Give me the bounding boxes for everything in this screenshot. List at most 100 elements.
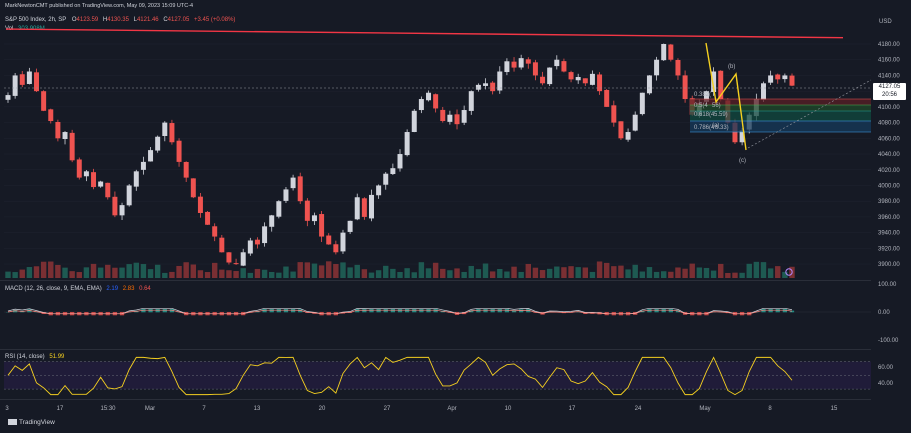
volume-bar — [489, 271, 496, 278]
macd-legend[interactable]: MACD (12, 26, close, 9, EMA, EMA) 2.19 2… — [5, 286, 151, 292]
candle-body — [262, 226, 268, 244]
volume-bar — [475, 269, 482, 278]
price-tick-label: 4060.00 — [878, 136, 900, 142]
volume-bar — [211, 262, 218, 278]
candle-body — [625, 132, 631, 140]
volume-bar — [126, 264, 132, 278]
volume-bar — [40, 261, 47, 278]
pane-separator[interactable] — [0, 399, 871, 400]
candle-body — [12, 75, 18, 96]
volume-bar — [368, 272, 375, 278]
macd-histogram-bar — [276, 309, 281, 313]
volume-bar — [119, 267, 125, 278]
volume-bar — [233, 271, 239, 278]
price-tick-label: 4100.00 — [878, 105, 900, 111]
volume-bar — [297, 262, 303, 278]
volume-bar — [760, 262, 767, 278]
volume-bar — [176, 265, 182, 278]
time-tick-label: 27 — [384, 406, 391, 412]
candle-body — [304, 200, 310, 221]
volume-bar — [767, 268, 774, 278]
candle-body — [140, 161, 146, 170]
macd-histogram-bar — [155, 309, 160, 313]
volume-bar — [190, 264, 197, 278]
volume-bar — [12, 272, 18, 278]
candle-body — [511, 61, 517, 68]
candle-body — [675, 59, 681, 76]
candle-body — [5, 95, 11, 100]
tradingview-logo: TradingView — [8, 419, 55, 427]
fib-zone — [690, 111, 871, 121]
candle-body — [26, 71, 32, 84]
time-tick-label: 8 — [768, 406, 772, 412]
candle-body — [290, 177, 296, 189]
volume-bar — [582, 267, 589, 278]
candle-body — [41, 91, 47, 111]
publisher-line: MarkNewtonCMT published on TradingView.c… — [5, 3, 194, 9]
volume-bar — [518, 271, 524, 278]
candle-body — [212, 226, 218, 237]
macd-histogram-bar — [519, 309, 524, 313]
candle-body — [197, 196, 203, 213]
change-value: +3.45 (+0.08%) — [194, 17, 236, 23]
candle-body — [568, 72, 574, 80]
volume-bar — [347, 267, 353, 278]
volume-bar — [333, 263, 339, 278]
pane-separator[interactable] — [0, 349, 871, 350]
volume-bar — [254, 268, 261, 278]
volume-bar — [482, 263, 489, 278]
volume-bar — [147, 269, 154, 278]
time-tick-label: 10 — [505, 406, 512, 412]
volume-bar — [775, 266, 781, 278]
volume-bar — [90, 263, 97, 278]
volume-bar — [48, 261, 54, 278]
time-tick-label: 13 — [254, 406, 261, 412]
volume-bar — [611, 266, 617, 278]
macd-histogram-bar — [290, 309, 296, 313]
volume-bar — [112, 267, 118, 278]
candle-body — [397, 154, 403, 169]
fib-price-label: 56) — [712, 103, 721, 109]
price-tick-label: 4180.00 — [878, 42, 900, 48]
macd-value: 2.19 — [106, 286, 119, 292]
volume-bar — [696, 267, 703, 278]
candle-body — [718, 70, 724, 100]
candle-body — [91, 172, 97, 188]
pane-separator[interactable] — [0, 280, 871, 281]
candle-body — [361, 198, 367, 217]
candle-body — [62, 132, 68, 140]
macd-histogram-bar — [404, 309, 410, 313]
volume-bar — [318, 265, 325, 278]
volume-bar — [539, 270, 546, 278]
candle-body — [532, 62, 538, 76]
volume-bar — [682, 268, 688, 278]
time-tick-label: 7 — [202, 406, 206, 412]
macd-histogram-bar — [490, 309, 495, 313]
volume-bar — [675, 267, 681, 278]
candle-body — [240, 252, 246, 266]
price-tick-label: 3920.00 — [878, 246, 900, 252]
candle-body — [483, 83, 489, 86]
symbol-legend[interactable]: S&P 500 Index, 2h, SP O4123.59 H4130.35 … — [5, 17, 236, 23]
volume-bar — [5, 271, 11, 278]
candle-body — [490, 82, 496, 92]
macd-histogram-bar — [761, 309, 766, 313]
macd-label: MACD (12, 26, close, 9, EMA, EMA) — [5, 286, 102, 292]
volume-bar — [204, 272, 211, 278]
time-tick-label: May — [699, 406, 710, 412]
volume-bar — [739, 272, 745, 278]
macd-histogram-bar — [162, 309, 167, 313]
candle-body — [390, 168, 396, 175]
price-tick-label: 4040.00 — [878, 152, 900, 158]
low-value: 4121.46 — [136, 17, 159, 23]
macd-hist-value: 0.64 — [139, 286, 151, 292]
rsi-legend[interactable]: RSI (14, close) 51.99 — [5, 354, 64, 360]
candle-body — [69, 132, 75, 161]
volume-bar — [97, 267, 104, 278]
volume-bar — [546, 268, 553, 278]
volume-bar — [646, 267, 653, 278]
volume-bar — [710, 270, 717, 278]
volume-bar — [154, 264, 161, 278]
